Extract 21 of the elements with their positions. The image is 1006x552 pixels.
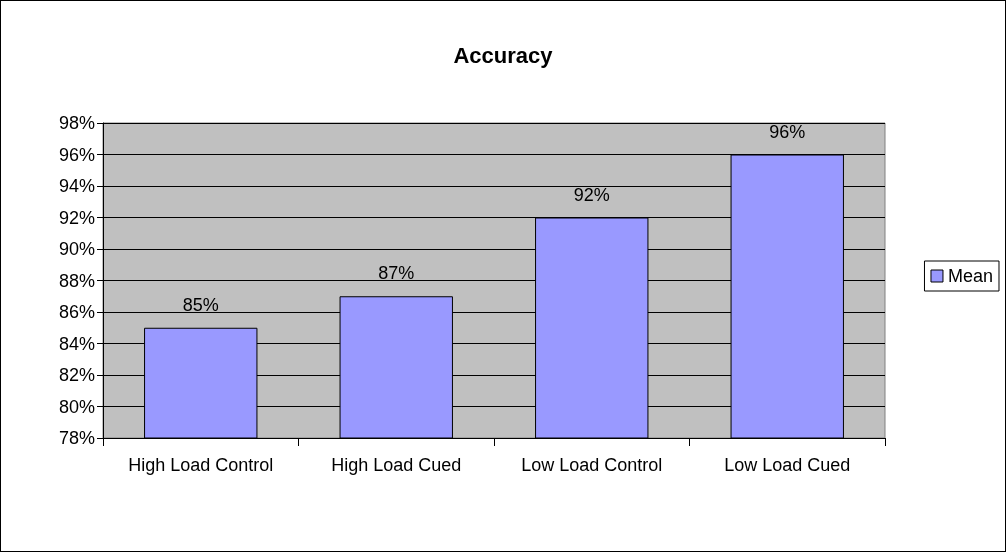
y-tick-label: 92% (58, 207, 95, 228)
x-tick-label: High Load Cued (331, 455, 462, 475)
data-label: 96% (769, 121, 806, 142)
y-tick-label: 82% (58, 365, 95, 385)
x-tick-label: Low Load Control (521, 455, 663, 475)
x-tick-label: High Load Control (128, 455, 274, 475)
data-label: 85% (182, 294, 219, 315)
y-tick-label: 98% (58, 113, 95, 133)
y-tick-label: 94% (58, 176, 95, 196)
legend-label: Mean (947, 266, 993, 286)
y-tick-label: 86% (58, 302, 95, 322)
y-tick-label: 96% (58, 144, 95, 165)
y-tick-label: 88% (58, 270, 95, 291)
chart-title: Accuracy (453, 42, 554, 68)
x-tick-label: Low Load Cued (724, 455, 851, 475)
y-tick-label: 90% (58, 239, 95, 259)
data-label: 87% (378, 263, 415, 284)
y-tick-label: 80% (58, 396, 95, 417)
y-tick-label: 78% (58, 428, 95, 448)
y-tick-label: 84% (58, 333, 95, 354)
data-label: 92% (573, 184, 610, 205)
